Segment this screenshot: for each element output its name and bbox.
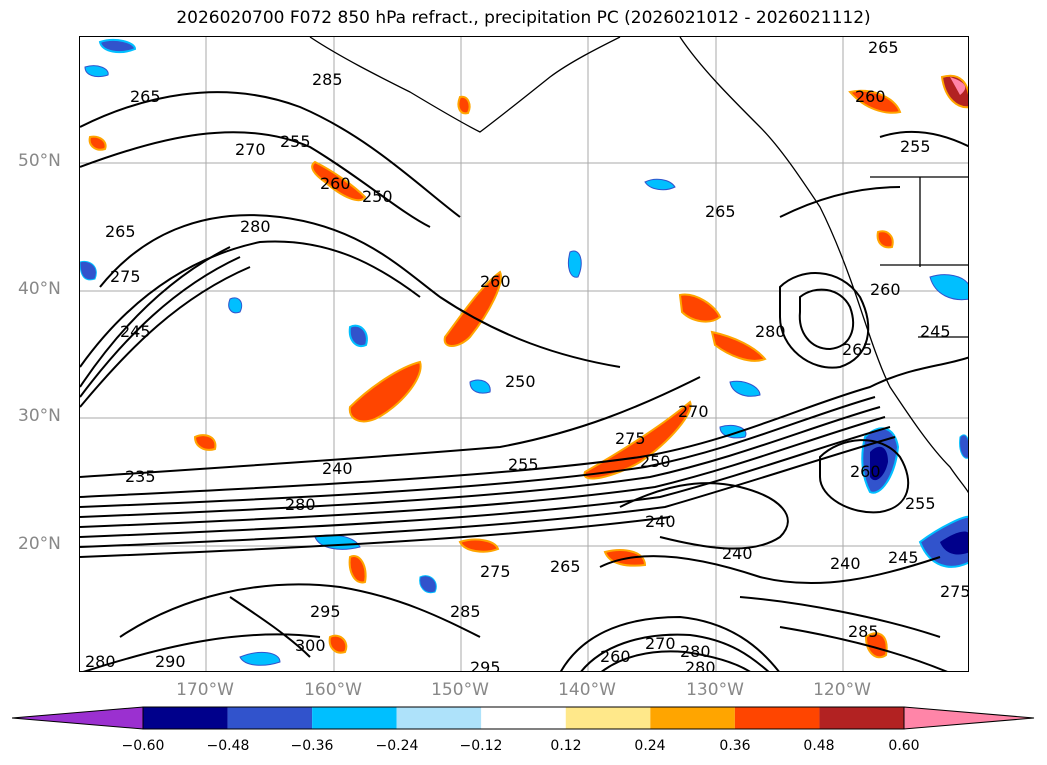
colorbar-cell: [312, 707, 397, 729]
colorbar-cell: [734, 707, 820, 729]
contour-label: 240: [722, 544, 753, 563]
colorbar-cell: [481, 707, 566, 729]
contour-label: 280: [85, 652, 116, 671]
contour-label: 255: [280, 132, 311, 151]
lon-label-160w: 160°W: [304, 680, 362, 700]
contour-label: 255: [905, 494, 936, 513]
contour-label: 265: [868, 38, 899, 57]
colorbar-tick: 0.48: [803, 738, 835, 754]
colorbar-tick: 0.60: [888, 738, 920, 754]
contour-label: 265: [130, 87, 161, 106]
refractivity-contours: [80, 91, 968, 671]
lat-label-50n: 50°N: [18, 151, 61, 171]
lat-label-40n: 40°N: [18, 279, 61, 299]
contour-label: 265: [550, 557, 581, 576]
contour-label: 270: [645, 634, 676, 653]
contour-label: 295: [470, 658, 501, 672]
colorbar-tick: −0.60: [121, 738, 165, 754]
contour-label: 290: [155, 652, 186, 671]
map-canvas: 265 285 265 255 270 260 250 280 265 275 …: [80, 37, 969, 672]
colorbar-outline: [142, 706, 905, 730]
colorbar-extend-high: [903, 706, 1035, 730]
colorbar-tick: 0.12: [550, 738, 582, 754]
contour-label: 275: [615, 429, 646, 448]
contour-label: 275: [480, 562, 511, 581]
contour-label: 260: [855, 87, 886, 106]
contour-label: 245: [920, 322, 951, 341]
contour-label: 265: [105, 222, 136, 241]
colorbar-cell: [819, 707, 904, 729]
colorbar-tick: 0.36: [719, 738, 751, 754]
contour-label: 245: [120, 322, 151, 341]
lat-label-20n: 20°N: [18, 534, 61, 554]
lon-label-140w: 140°W: [558, 680, 616, 700]
contour-label: 265: [842, 340, 873, 359]
colorbar-cell: [143, 707, 228, 729]
contour-label: 275: [940, 582, 969, 601]
colorbar-tick: −0.24: [375, 738, 419, 754]
colorbar-cell: [396, 707, 482, 729]
colorbar-tick: −0.36: [290, 738, 334, 754]
contour-label: 270: [235, 140, 266, 159]
contour-label: 260: [870, 280, 901, 299]
contour-label: 280: [685, 658, 716, 672]
contour-label: 285: [312, 70, 343, 89]
contour-label: 280: [755, 322, 786, 341]
contour-label: 235: [125, 467, 156, 486]
colorbar-tick: 0.24: [634, 738, 666, 754]
contour-label: 260: [850, 462, 881, 481]
contour-label: 260: [600, 647, 631, 666]
contour-label: 245: [888, 548, 919, 567]
contour-label: 295: [310, 602, 341, 621]
contour-label: 240: [322, 459, 353, 478]
contour-label: 255: [508, 455, 539, 474]
colorbar-tick: −0.12: [459, 738, 503, 754]
colorbar-cell: [565, 707, 651, 729]
lon-label-170w: 170°W: [176, 680, 234, 700]
contour-label: 260: [480, 272, 511, 291]
contour-label: 280: [285, 495, 316, 514]
contour-label: 240: [645, 512, 676, 531]
contour-label: 250: [640, 452, 671, 471]
contour-labels: 265 285 265 255 270 260 250 280 265 275 …: [85, 38, 969, 672]
contour-label: 250: [362, 187, 393, 206]
contour-label: 280: [680, 642, 711, 661]
colorbar-extend-low: [12, 706, 144, 730]
contour-label: 240: [830, 554, 861, 573]
colorbar-cell: [227, 707, 313, 729]
colorbar-cell: [650, 707, 735, 729]
lon-label-120w: 120°W: [813, 680, 871, 700]
contour-label: 280: [240, 217, 271, 236]
map-title: 2026020700 F072 850 hPa refract., precip…: [176, 8, 871, 28]
coastlines: [309, 37, 968, 494]
colorbar-tick: −0.48: [206, 738, 250, 754]
graticule: [80, 37, 968, 671]
contour-label: 285: [848, 622, 879, 641]
lon-label-150w: 150°W: [431, 680, 489, 700]
precipitation-shading: [80, 39, 968, 666]
lat-label-30n: 30°N: [18, 406, 61, 426]
contour-label: 275: [110, 267, 141, 286]
map-panel: 265 285 265 255 270 260 250 280 265 275 …: [79, 36, 969, 672]
contour-label: 255: [900, 137, 931, 156]
lon-label-130w: 130°W: [686, 680, 744, 700]
contour-label: 260: [320, 174, 351, 193]
contour-label: 265: [705, 202, 736, 221]
contour-label: 250: [505, 372, 536, 391]
contour-label: 285: [450, 602, 481, 621]
colorbar: [12, 706, 1035, 730]
contour-label: 270: [678, 402, 709, 421]
contour-label: 300: [295, 636, 326, 655]
